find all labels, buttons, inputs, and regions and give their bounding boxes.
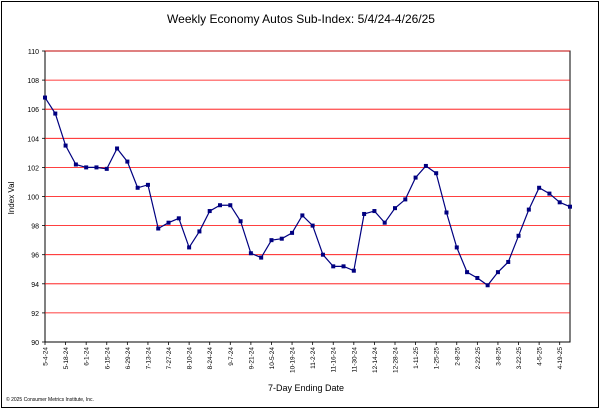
data-point (176, 216, 181, 221)
x-tick-label: 11-16-24 (331, 347, 338, 373)
data-point (341, 264, 346, 269)
x-tick-label: 10-5-24 (269, 347, 276, 370)
x-tick-label: 4-5-25 (537, 347, 544, 366)
chart-title: Weekly Economy Autos Sub-Index: 5/4/24-4… (167, 12, 435, 26)
data-point (94, 165, 99, 170)
data-point (506, 259, 511, 264)
y-tick-label: 102 (27, 165, 39, 172)
data-point (300, 213, 305, 218)
data-point (115, 146, 120, 151)
data-point (259, 255, 264, 260)
y-tick-label: 104 (27, 136, 39, 143)
data-point (197, 229, 202, 234)
y-tick-label: 92 (31, 311, 39, 318)
data-point (104, 166, 109, 171)
x-axis-label: 7-Day Ending Date (268, 383, 344, 393)
data-point (444, 210, 449, 215)
data-point (269, 238, 274, 243)
data-point (43, 95, 47, 100)
y-tick-label: 100 (27, 195, 39, 202)
data-point (465, 270, 470, 275)
data-point (279, 236, 284, 241)
data-point (310, 223, 315, 228)
y-tick-label: 108 (27, 78, 39, 85)
data-point (403, 197, 408, 202)
x-tick-label: 5-18-24 (63, 347, 70, 370)
x-tick-label: 4-19-25 (557, 347, 564, 370)
data-point (454, 245, 459, 250)
data-point (84, 165, 89, 170)
x-tick-label: 8-10-24 (187, 347, 194, 370)
y-tick-label: 106 (27, 107, 39, 114)
data-point (382, 220, 387, 225)
data-point (135, 185, 140, 190)
data-point (166, 220, 171, 225)
x-tick-label: 12-28-24 (393, 347, 400, 373)
data-point (145, 182, 150, 187)
x-tick-label: 10-19-24 (290, 347, 297, 373)
data-point (413, 175, 418, 180)
x-tick-label: 5-4-24 (43, 347, 50, 366)
data-point (53, 111, 58, 116)
data-point (362, 211, 367, 216)
x-tick-label: 9-7-24 (228, 347, 235, 366)
x-tick-label: 1-11-25 (413, 347, 420, 369)
data-point (557, 200, 562, 205)
data-point (393, 206, 397, 211)
copyright-notice: © 2025 Consumer Metrics Institute, Inc. (6, 397, 94, 403)
x-tick-label: 2-8-25 (454, 347, 461, 366)
data-point (526, 207, 531, 212)
data-point (423, 163, 428, 168)
x-tick-label: 2-22-25 (475, 347, 482, 370)
data-point (495, 270, 500, 275)
data-point (320, 252, 325, 257)
y-tick-label: 96 (31, 253, 39, 260)
data-point (372, 209, 377, 214)
y-axis-label: Index Val (7, 181, 16, 214)
x-tick-label: 12-14-24 (372, 347, 379, 373)
data-point (516, 233, 521, 238)
x-tick-label: 9-21-24 (248, 347, 255, 370)
x-tick-label: 11-2-24 (310, 347, 317, 369)
data-point (63, 143, 68, 148)
data-point (156, 226, 161, 231)
y-tick-label: 98 (31, 224, 39, 231)
data-point (248, 251, 253, 256)
data-point (547, 191, 552, 196)
x-tick-label: 6-15-24 (104, 347, 111, 370)
y-tick-label: 110 (28, 49, 39, 56)
data-point (228, 203, 233, 208)
data-point (331, 264, 336, 269)
data-point (434, 171, 439, 176)
x-tick-label: 6-1-24 (84, 347, 91, 366)
data-point (187, 245, 192, 250)
data-point (290, 230, 295, 235)
x-tick-label: 8-24-24 (207, 347, 214, 370)
series-line (44, 97, 571, 287)
data-point (207, 209, 212, 214)
data-point (537, 185, 542, 190)
y-tick-label: 94 (31, 282, 39, 289)
data-point (218, 203, 222, 208)
y-tick-label: 90 (31, 340, 39, 347)
x-tick-label: 7-27-24 (166, 347, 173, 370)
data-point (73, 162, 78, 167)
data-point (568, 204, 572, 209)
x-tick-label: 1-25-25 (434, 347, 441, 370)
x-tick-label: 6-29-24 (125, 347, 132, 370)
x-tick-label: 7-13-24 (145, 347, 152, 370)
x-tick-label: 11-30-24 (351, 347, 358, 373)
x-tick-label: 3-22-25 (516, 347, 523, 370)
data-point (485, 283, 490, 288)
data-point (475, 275, 480, 280)
x-tick-label: 3-8-25 (495, 347, 502, 366)
data-point (351, 268, 356, 273)
data-point (238, 219, 243, 224)
data-point (125, 159, 130, 164)
